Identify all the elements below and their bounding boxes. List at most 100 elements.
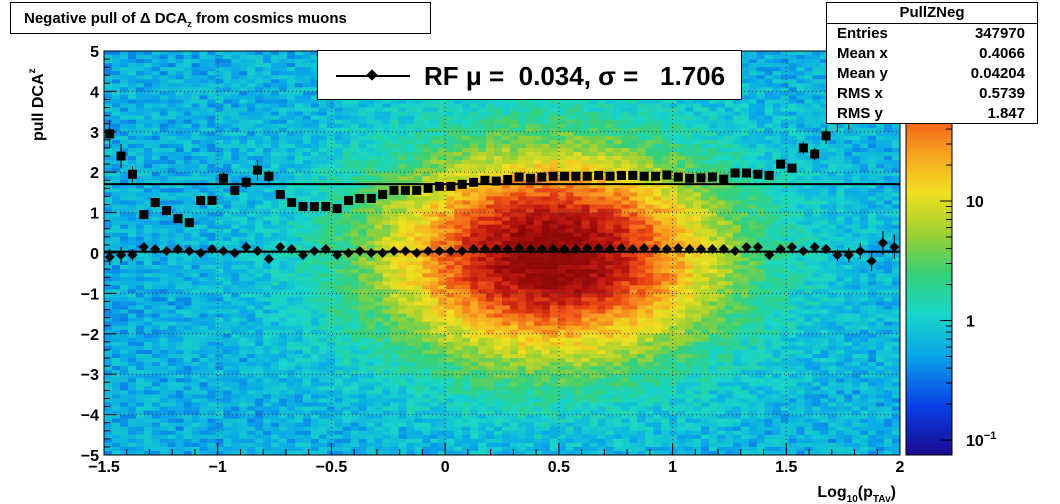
heatmap-cell xyxy=(271,168,280,173)
heatmap-cell xyxy=(271,329,280,335)
heatmap-cell xyxy=(470,152,479,157)
heatmap-cell xyxy=(398,325,407,331)
heatmap-cell xyxy=(119,168,129,173)
heatmap-cell xyxy=(358,156,367,161)
heatmap-cell xyxy=(135,228,145,234)
heatmap-cell xyxy=(422,317,431,322)
heatmap-cell xyxy=(111,63,121,68)
heatmap-cell xyxy=(279,152,288,157)
heatmap-cell xyxy=(183,67,192,72)
heatmap-cell xyxy=(494,382,503,387)
heatmap-cell xyxy=(111,257,121,262)
heatmap-cell xyxy=(470,297,479,302)
heatmap-cell xyxy=(358,119,367,125)
heatmap-cell xyxy=(366,402,375,407)
heatmap-cell xyxy=(255,232,264,238)
heatmap-cell xyxy=(438,220,447,226)
heatmap-cell xyxy=(191,277,200,282)
heatmap-cell xyxy=(486,160,495,165)
heatmap-cell xyxy=(183,414,192,419)
heatmap-cell xyxy=(422,168,431,173)
heatmap-cell xyxy=(207,204,216,209)
heatmap-cell xyxy=(295,329,304,335)
heatmap-cell xyxy=(374,107,383,112)
heatmap-cell xyxy=(119,386,129,391)
heatmap-cell xyxy=(199,172,208,177)
heatmap-cell xyxy=(406,184,415,189)
heatmap-cell xyxy=(135,289,145,294)
heatmap-cell xyxy=(430,196,439,201)
heatmap-cell xyxy=(279,309,288,314)
heatmap-cell xyxy=(310,430,320,436)
heatmap-cell xyxy=(486,366,495,371)
heatmap-cell xyxy=(143,333,153,339)
heatmap-cell xyxy=(486,269,495,274)
heatmap-cell xyxy=(231,135,240,141)
heatmap-cell xyxy=(494,192,503,197)
heatmap-cell xyxy=(159,358,168,363)
heatmap-cell xyxy=(318,216,328,221)
heatmap-cell xyxy=(255,152,264,157)
heatmap-cell xyxy=(494,107,503,112)
heatmap-cell xyxy=(295,398,304,403)
heatmap-cell xyxy=(303,79,312,84)
heatmap-cell xyxy=(366,450,375,455)
heatmap-cell xyxy=(406,281,415,286)
heatmap-cell xyxy=(414,337,423,343)
heatmap-cell xyxy=(295,135,304,141)
heatmap-cell xyxy=(454,216,463,221)
heatmap-cell xyxy=(326,418,336,423)
heatmap-cell xyxy=(478,184,487,189)
heatmap-cell xyxy=(390,281,399,286)
heatmap-cell xyxy=(414,127,423,133)
heatmap-cell xyxy=(374,418,383,423)
heatmap-cell xyxy=(350,337,360,343)
heatmap-cell xyxy=(127,71,137,76)
heatmap-cell xyxy=(310,402,320,407)
heatmap-cell xyxy=(223,232,232,238)
heatmap-cell xyxy=(486,434,495,440)
heatmap-cell xyxy=(207,378,216,383)
heatmap-cell xyxy=(247,71,256,76)
heatmap-cell xyxy=(199,386,208,391)
heatmap-cell xyxy=(151,297,161,302)
heatmap-cell xyxy=(119,99,129,104)
heatmap-cell xyxy=(279,345,288,351)
heatmap-cell xyxy=(334,119,344,125)
heatmap-cell xyxy=(342,273,352,278)
heatmap-cell xyxy=(143,329,153,335)
heatmap-cell xyxy=(398,176,407,181)
heatmap-cell xyxy=(111,240,121,246)
heatmap-cell xyxy=(486,119,495,125)
heatmap-cell xyxy=(430,321,439,327)
heatmap-cell xyxy=(104,309,113,314)
heatmap-cell xyxy=(223,236,232,242)
heatmap-cell xyxy=(287,135,296,141)
heatmap-cell xyxy=(494,115,503,120)
heatmap-cell xyxy=(295,91,304,96)
heatmap-cell xyxy=(478,143,487,149)
heatmap-cell xyxy=(143,115,153,120)
heatmap-cell xyxy=(334,139,344,145)
heatmap-cell xyxy=(223,317,232,322)
heatmap-cell xyxy=(318,333,328,339)
heatmap-cell xyxy=(470,119,479,125)
heatmap-cell xyxy=(127,51,137,56)
heatmap-cell xyxy=(127,184,137,189)
heatmap-cell xyxy=(350,418,360,423)
heatmap-cell xyxy=(414,293,423,298)
heatmap-cell xyxy=(287,216,296,221)
heatmap-cell xyxy=(342,402,352,407)
heatmap-cell xyxy=(247,362,256,367)
heatmap-cell xyxy=(239,257,248,262)
heatmap-cell xyxy=(279,321,288,327)
heatmap-cell xyxy=(478,228,487,234)
heatmap-cell xyxy=(111,224,121,230)
heatmap-cell xyxy=(350,156,360,161)
heatmap-cell xyxy=(271,406,280,411)
heatmap-cell xyxy=(446,414,455,419)
heatmap-cell xyxy=(462,410,471,415)
heatmap-cell xyxy=(175,277,184,282)
heatmap-cell xyxy=(231,305,240,310)
heatmap-cell xyxy=(191,160,200,165)
